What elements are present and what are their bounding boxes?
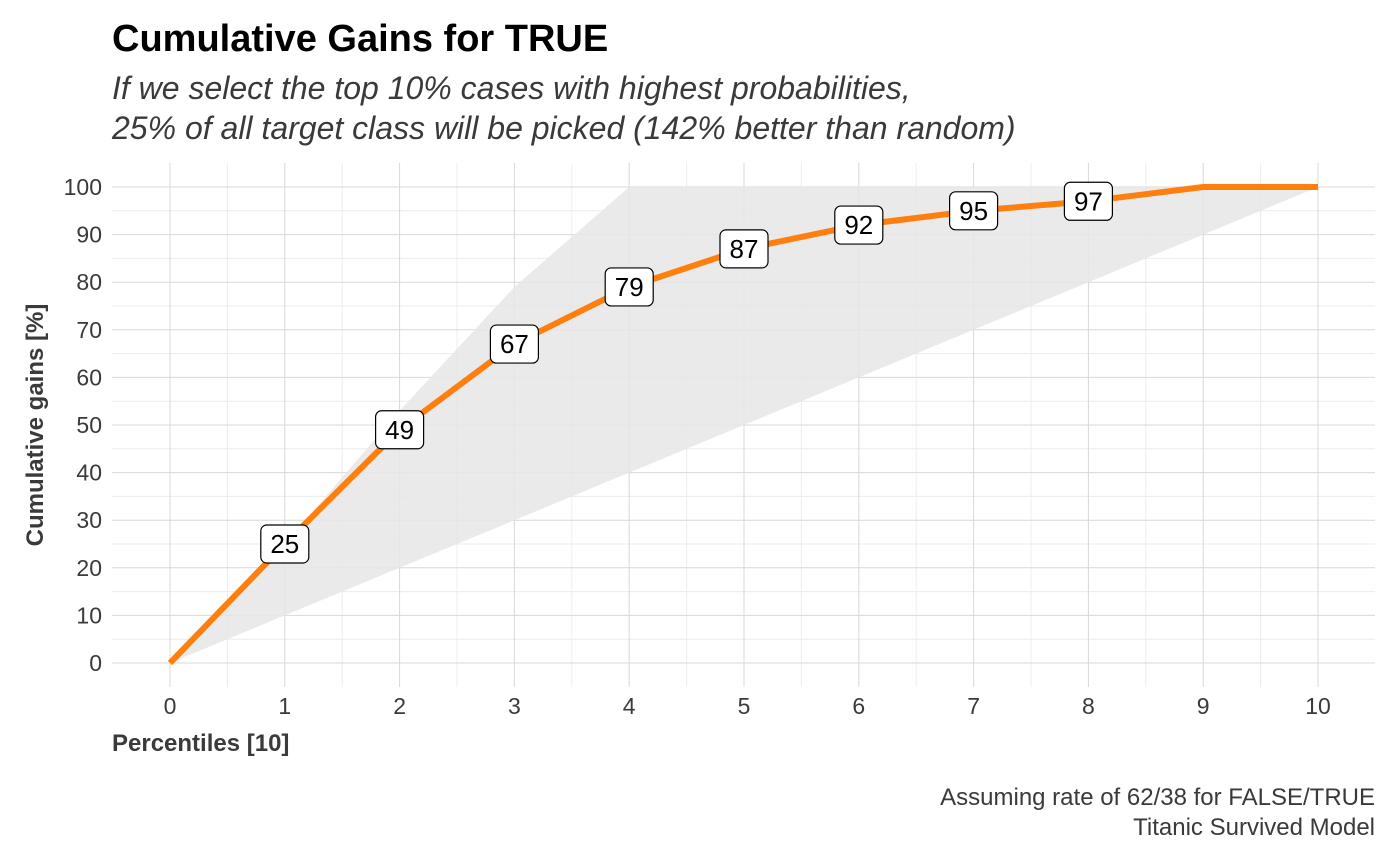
data-label-box (604, 267, 654, 307)
x-axis-ticks: 0 1 2 3 4 5 6 7 8 9 10 (164, 693, 1331, 719)
x-tick-label: 0 (164, 693, 177, 719)
data-label: 25 (260, 524, 310, 564)
y-tick-label: 80 (76, 269, 102, 295)
x-tick-label: 9 (1197, 693, 1210, 719)
x-tick-label: 6 (852, 693, 865, 719)
x-tick-label: 4 (623, 693, 636, 719)
x-tick-label: 7 (967, 693, 980, 719)
x-tick-label: 10 (1305, 693, 1331, 719)
data-label-text: 25 (270, 529, 299, 559)
y-tick-label: 40 (76, 460, 102, 486)
x-axis-label: Percentiles [10] (112, 730, 289, 757)
chart-subtitle-line-2: 25% of all target class will be picked (… (112, 110, 1016, 146)
y-tick-label: 100 (64, 174, 102, 200)
data-label-box (719, 229, 769, 269)
data-label: 97 (1063, 181, 1114, 221)
data-label: 67 (489, 324, 539, 364)
data-labels: 25 49 67 79 87 92 95 97 (260, 181, 1114, 564)
chart-title: Cumulative Gains for TRUE (112, 18, 609, 60)
y-axis-ticks: 0 10 20 30 40 50 60 70 80 90 100 (64, 174, 102, 676)
data-label-box (375, 410, 425, 450)
data-label-box (948, 191, 999, 231)
data-label: 79 (604, 267, 654, 307)
data-label: 95 (948, 191, 999, 231)
band-area (170, 187, 1318, 663)
y-tick-label: 60 (76, 364, 102, 390)
data-label: 87 (719, 229, 769, 269)
data-label-text: 49 (385, 415, 414, 445)
data-label-text: 67 (500, 329, 529, 359)
data-label: 92 (834, 205, 884, 245)
x-tick-label: 2 (393, 693, 406, 719)
y-axis-label: Cumulative gains [%] (22, 304, 49, 547)
x-tick-label: 3 (508, 693, 521, 719)
x-tick-label: 8 (1082, 693, 1095, 719)
data-label-box (489, 324, 539, 364)
y-tick-label: 10 (76, 602, 102, 628)
data-label-box (1063, 181, 1114, 221)
y-tick-label: 50 (76, 412, 102, 438)
data-label-text: 97 (1074, 186, 1103, 216)
data-label-text: 87 (730, 234, 759, 264)
gains-band (170, 187, 1318, 663)
chart-caption-line-2: Titanic Survived Model (1133, 814, 1375, 841)
y-tick-label: 0 (89, 650, 102, 676)
y-tick-label: 90 (76, 222, 102, 248)
chart-caption-line-1: Assuming rate of 62/38 for FALSE/TRUE (940, 784, 1375, 811)
data-label-box (260, 524, 310, 564)
y-tick-label: 70 (76, 317, 102, 343)
data-label-text: 92 (844, 210, 873, 240)
x-tick-label: 5 (738, 693, 751, 719)
data-label-text: 95 (959, 196, 988, 226)
data-label-text: 79 (615, 272, 644, 302)
chart-subtitle-line-1: If we select the top 10% cases with high… (112, 70, 911, 106)
x-tick-label: 1 (278, 693, 291, 719)
y-tick-label: 30 (76, 507, 102, 533)
data-label: 49 (375, 410, 425, 450)
y-tick-label: 20 (76, 555, 102, 581)
data-label-box (834, 205, 884, 245)
